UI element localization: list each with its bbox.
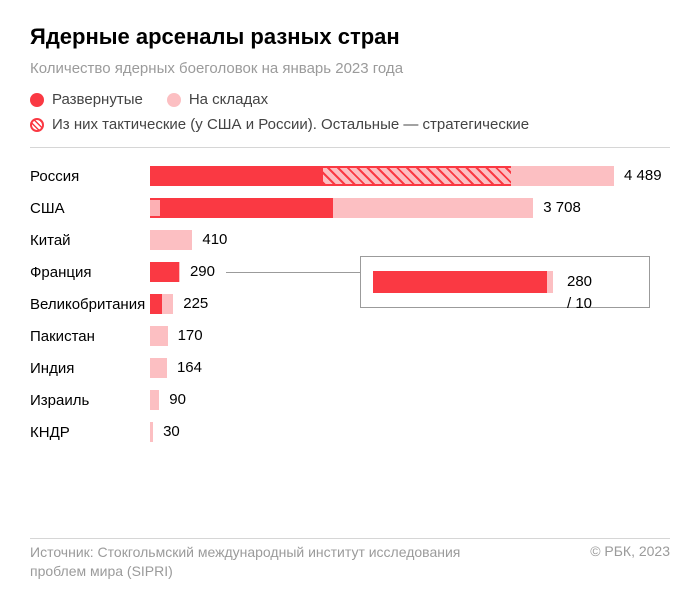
bar-deployed	[150, 294, 162, 314]
bar-stock	[150, 358, 167, 378]
divider-top	[30, 147, 670, 148]
bar-stock	[179, 262, 180, 282]
country-label: США	[30, 200, 150, 217]
country-label: Франция	[30, 264, 150, 281]
value-label: 3 708	[543, 198, 581, 218]
legend-row-1: Развернутые На складах	[30, 91, 670, 108]
country-label: Великобритания	[30, 296, 150, 313]
bar-track: 90	[150, 390, 670, 410]
country-label: КНДР	[30, 424, 150, 441]
chart-row: Пакистан 170	[30, 320, 670, 352]
legend-tactical-note: Из них тактические (у США и России). Ост…	[30, 116, 670, 133]
bar-deployed	[150, 262, 179, 282]
bar-stock	[511, 166, 614, 186]
leader-line	[226, 272, 360, 273]
value-label: 90	[169, 390, 186, 410]
bar-deployed-tactical	[150, 198, 160, 218]
value-label: 410	[202, 230, 227, 250]
swatch-stockpiled-icon	[167, 93, 181, 107]
inset-bar-deployed	[373, 271, 547, 293]
swatch-tactical-icon	[30, 118, 44, 132]
bar-stock	[333, 198, 533, 218]
chart-row: Китай 410	[30, 224, 670, 256]
bar-track: 170	[150, 326, 670, 346]
inset-box: 280 / 10	[360, 256, 650, 308]
bar-stock	[150, 390, 159, 410]
legend-tactical-label: Из них тактические (у США и России). Ост…	[52, 116, 529, 133]
bar-deployed	[160, 198, 333, 218]
legend-deployed-label: Развернутые	[52, 91, 143, 108]
legend-stockpiled-label: На складах	[189, 91, 268, 108]
bar-track: 4 489	[150, 166, 670, 186]
divider-bottom	[30, 538, 670, 539]
bar-track: 164	[150, 358, 670, 378]
country-label: Пакистан	[30, 328, 150, 345]
footer: Источник: Стокгольмский международный ин…	[30, 543, 670, 581]
chart-row: Израиль 90	[30, 384, 670, 416]
legend-stockpiled: На складах	[167, 91, 268, 108]
source-text: Источник: Стокгольмский международный ин…	[30, 543, 490, 581]
bar-stock	[150, 422, 153, 442]
value-label: 225	[183, 294, 208, 314]
value-label: 164	[177, 358, 202, 378]
legend-deployed: Развернутые	[30, 91, 143, 108]
bar-stock-tactical	[323, 166, 511, 186]
value-label: 290	[190, 262, 215, 282]
country-label: Израиль	[30, 392, 150, 409]
bar-deployed	[150, 166, 323, 186]
chart-row: КНДР 30	[30, 416, 670, 448]
bar-chart: Россия 4 489 США 3 708 Китай 410 Франция 290 Вел…	[30, 160, 670, 448]
bar-track: 410	[150, 230, 670, 250]
bar-track: 30	[150, 422, 670, 442]
credit-text: © РБК, 2023	[590, 543, 670, 559]
chart-row: Индия 164	[30, 352, 670, 384]
country-label: Китай	[30, 232, 150, 249]
chart-row: США 3 708	[30, 192, 670, 224]
value-label: 30	[163, 422, 180, 442]
swatch-deployed-icon	[30, 93, 44, 107]
inset-bar: 280 / 10	[373, 271, 553, 293]
inset-bar-stock	[547, 271, 553, 293]
inset-label: 280 / 10	[567, 271, 592, 315]
bar-stock	[162, 294, 173, 314]
chart-title: Ядерные арсеналы разных стран	[30, 24, 670, 50]
bar-stock	[150, 230, 192, 250]
chart-row: Россия 4 489	[30, 160, 670, 192]
value-label: 170	[178, 326, 203, 346]
country-label: Россия	[30, 168, 150, 185]
bar-stock	[150, 326, 168, 346]
chart-subtitle: Количество ядерных боеголовок на январь …	[30, 60, 670, 77]
country-label: Индия	[30, 360, 150, 377]
bar-track: 3 708	[150, 198, 670, 218]
value-label: 4 489	[624, 166, 662, 186]
